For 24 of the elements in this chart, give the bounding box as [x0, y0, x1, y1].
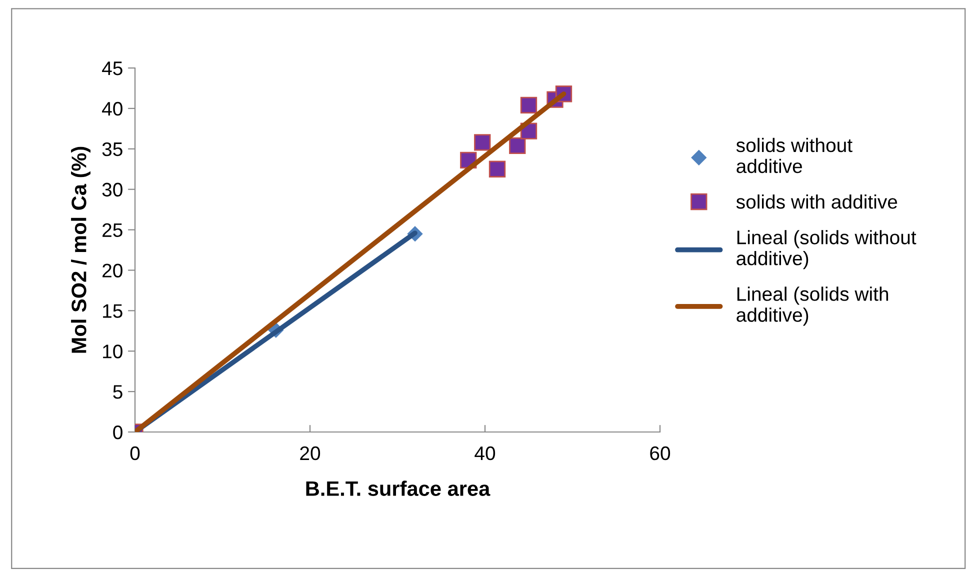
y-tick-label: 30: [102, 182, 122, 197]
x-tick-label: 60: [650, 446, 670, 460]
y-axis-title: Mol SO2 / mol Ca (%): [71, 146, 90, 353]
point: [520, 96, 538, 114]
point: [474, 134, 491, 151]
y-tick-label: 15: [103, 304, 122, 318]
y-tick-label: 25: [102, 223, 122, 238]
legend-label: Lineal (solids with additive): [736, 286, 888, 326]
point: [509, 137, 526, 154]
y-tick-label: 10: [103, 344, 122, 358]
x-tick-label: 40: [474, 446, 496, 460]
y-tick-label: 5: [113, 385, 122, 399]
legend-label: Lineal (solids without additive): [736, 230, 916, 270]
y-tick-label: 20: [102, 264, 122, 278]
point: [488, 160, 506, 178]
legend-label: solids without additive: [736, 138, 852, 174]
y-tick-label: 45: [102, 62, 122, 76]
x-tick-label: 0: [130, 446, 140, 460]
y-tick-label: 35: [102, 142, 122, 156]
x-tick-label: 20: [300, 446, 320, 460]
y-tick-label: 0: [113, 425, 122, 440]
legend-label: solids with additive: [736, 194, 898, 209]
y-tick-label: 40: [102, 102, 122, 116]
x-axis-title: B.E.T. surface area: [306, 480, 490, 496]
